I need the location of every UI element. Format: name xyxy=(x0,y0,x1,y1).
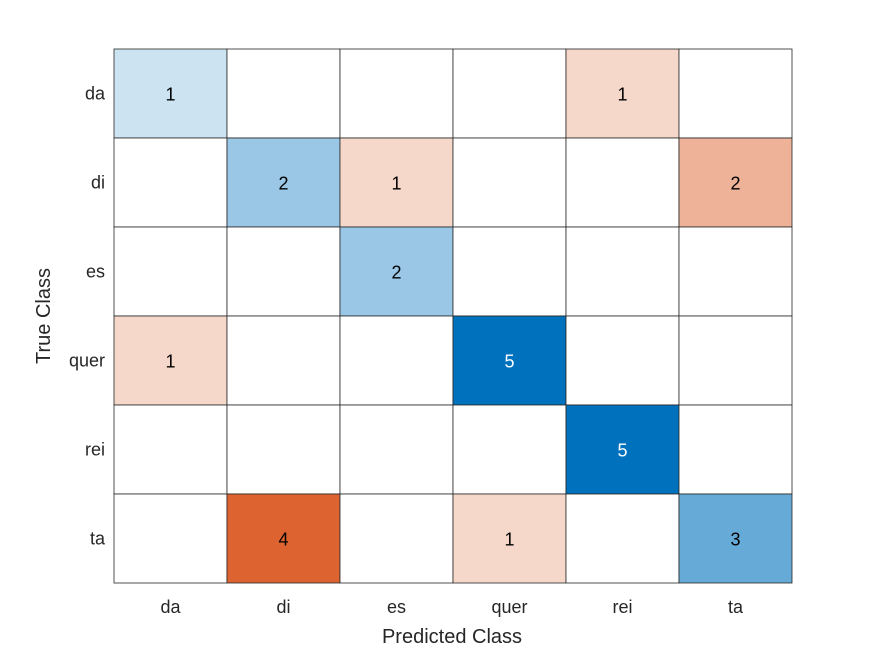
matrix-cell-quer-di xyxy=(226,315,341,406)
matrix-cell-ta-di xyxy=(226,493,341,584)
cell-value-es-es: 2 xyxy=(391,263,401,283)
matrix-cell-di-ta xyxy=(678,137,793,228)
matrix-cell-di-da xyxy=(113,137,228,228)
cells-layer: 1 1 2 1 2 2 1 5 5 4 1 3 xyxy=(113,48,793,584)
cell-value-quer-quer: 5 xyxy=(504,352,514,372)
matrix-cell-quer-es xyxy=(339,315,454,406)
x-tick-es: es xyxy=(387,597,406,617)
matrix-cell-es-ta xyxy=(678,226,793,317)
matrix-cell-ta-es xyxy=(339,493,454,584)
matrix-cell-di-quer xyxy=(452,137,567,228)
matrix-cell-rei-ta xyxy=(678,404,793,495)
x-tick-labels: da di es quer rei ta xyxy=(160,597,744,617)
cell-value-di-di: 2 xyxy=(278,174,288,194)
matrix-cell-quer-quer xyxy=(452,315,567,406)
matrix-cell-quer-ta xyxy=(678,315,793,406)
y-tick-es: es xyxy=(86,262,105,282)
cell-value-di-es: 1 xyxy=(391,174,401,194)
y-tick-labels: da di es quer rei ta xyxy=(69,84,106,549)
matrix-cell-ta-rei xyxy=(565,493,680,584)
cell-value-quer-da: 1 xyxy=(165,352,175,372)
x-axis-label: Predicted Class xyxy=(382,626,522,648)
y-tick-quer: quer xyxy=(69,351,105,371)
y-axis-label: True Class xyxy=(33,268,55,364)
matrix-cell-rei-di xyxy=(226,404,341,495)
y-tick-di: di xyxy=(91,173,105,193)
x-tick-da: da xyxy=(160,597,181,617)
y-tick-ta: ta xyxy=(90,529,106,549)
cell-value-ta-ta: 3 xyxy=(730,530,740,550)
matrix-cell-es-di xyxy=(226,226,341,317)
matrix-cell-da-es xyxy=(339,48,454,139)
matrix-cell-ta-ta xyxy=(678,493,793,584)
matrix-cell-es-da xyxy=(113,226,228,317)
cell-value-ta-di: 4 xyxy=(278,530,288,550)
x-tick-ta: ta xyxy=(728,597,744,617)
matrix-cell-di-rei xyxy=(565,137,680,228)
matrix-cell-di-di xyxy=(226,137,341,228)
matrix-cell-da-ta xyxy=(678,48,793,139)
matrix-cell-rei-quer xyxy=(452,404,567,495)
x-tick-quer: quer xyxy=(491,597,527,617)
cell-value-di-ta: 2 xyxy=(730,174,740,194)
y-tick-da: da xyxy=(85,84,106,104)
matrix-cell-di-es xyxy=(339,137,454,228)
x-tick-rei: rei xyxy=(612,597,632,617)
cell-value-ta-quer: 1 xyxy=(504,530,514,550)
x-tick-di: di xyxy=(276,597,290,617)
cell-value-da-da: 1 xyxy=(165,85,175,105)
cell-value-rei-rei: 5 xyxy=(617,441,627,461)
matrix-cell-quer-rei xyxy=(565,315,680,406)
matrix-cell-rei-da xyxy=(113,404,228,495)
matrix-cell-rei-es xyxy=(339,404,454,495)
matrix-cell-es-rei xyxy=(565,226,680,317)
y-tick-rei: rei xyxy=(85,440,105,460)
matrix-cell-da-di xyxy=(226,48,341,139)
matrix-cell-da-da xyxy=(113,48,228,139)
matrix-cell-da-rei xyxy=(565,48,680,139)
cell-value-da-rei: 1 xyxy=(617,85,627,105)
matrix-cell-es-quer xyxy=(452,226,567,317)
matrix-cell-da-quer xyxy=(452,48,567,139)
matrix-cell-ta-da xyxy=(113,493,228,584)
matrix-cell-es-es xyxy=(339,226,454,317)
